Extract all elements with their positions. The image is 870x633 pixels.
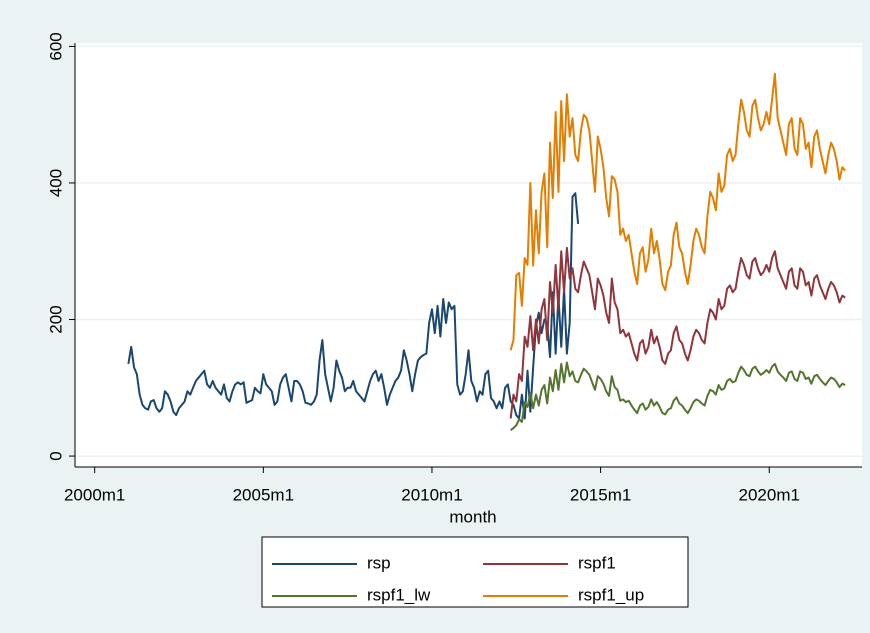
series-line: [127, 192, 580, 420]
legend-label: rspf1: [578, 553, 616, 572]
lines: [127, 72, 846, 431]
x-tick-label: 2015m1: [570, 485, 631, 504]
x-tick-label: 2000m1: [64, 485, 125, 504]
axes: 0 200 400 600 2000m1 2005m1 2010m1 2015m1 2020m1: [46, 32, 799, 504]
x-tick-label: 2005m1: [233, 485, 294, 504]
legend-label: rspf1_up: [578, 585, 644, 604]
series-line: [509, 246, 846, 419]
x-axis-title: month: [449, 507, 496, 526]
grid: [75, 45, 862, 457]
legend-label: rspf1_lw: [367, 585, 431, 604]
plot-area: [75, 43, 862, 467]
legend-label: rsp: [367, 553, 391, 572]
x-tick-label: 2020m1: [739, 485, 800, 504]
x-tick-label: 2010m1: [401, 485, 462, 504]
y-tick-label: 0: [46, 451, 65, 460]
series-line: [509, 72, 846, 351]
y-tick-label: 600: [46, 32, 65, 60]
legend-items: rsp rspf1 rspf1_lw rspf1_up: [272, 553, 644, 604]
y-tick-label: 400: [46, 169, 65, 197]
y-tick-label: 200: [46, 305, 65, 333]
series-line: [510, 361, 846, 431]
